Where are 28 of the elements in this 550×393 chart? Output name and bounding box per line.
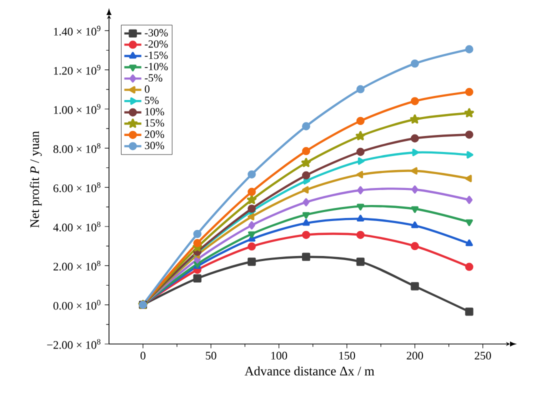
legend-label: 5% — [145, 96, 159, 104]
y-tick-label: 8.00 × 10$^{8}$ — [53, 143, 100, 154]
x-tick-label: 250 — [474, 352, 491, 360]
x-tick-label: 0 — [140, 352, 146, 360]
y-tick-label: 1.40 × 10$^{9}$ — [54, 26, 100, 36]
x-tick-label: 50 — [206, 352, 216, 360]
legend-label: -20% — [144, 40, 168, 48]
x-tick-label: 150 — [339, 352, 356, 360]
legend-label: 30% — [144, 142, 164, 150]
legend-label: 10% — [145, 108, 164, 116]
y-tick-label: 1.00 × 10$^{9}$ — [54, 104, 100, 114]
legend-label: -30% — [144, 29, 168, 36]
x-tick-label: 100 — [271, 352, 288, 360]
legend-label: 20% — [144, 130, 164, 138]
legend-label: -5% — [144, 74, 162, 82]
legend-label: 15% — [145, 119, 164, 127]
x-axis-title: Advance distance Δx / m — [244, 366, 374, 376]
y-tick-label: 2.00 × 10$^{8}$ — [54, 260, 100, 271]
x-tick-label: 200 — [406, 352, 424, 360]
legend-label: -15% — [144, 52, 168, 60]
y-axis-title: Net profit P / yuan — [30, 131, 42, 228]
y-tick-label: 4.00 × 10$^{8}$ — [53, 222, 100, 232]
y-tick-label: −2.00 × 10$^{8}$ — [47, 339, 100, 349]
y-tick-label: 0.00 × 10$^{0}$ — [53, 300, 100, 310]
y-tick-label: 6.00 × 10$^{8}$ — [54, 182, 100, 192]
legend-label: -10% — [144, 62, 168, 70]
legend-label: 0 — [144, 85, 150, 93]
y-tick-label: 1.20 × 10$^{9}$ — [54, 64, 100, 75]
